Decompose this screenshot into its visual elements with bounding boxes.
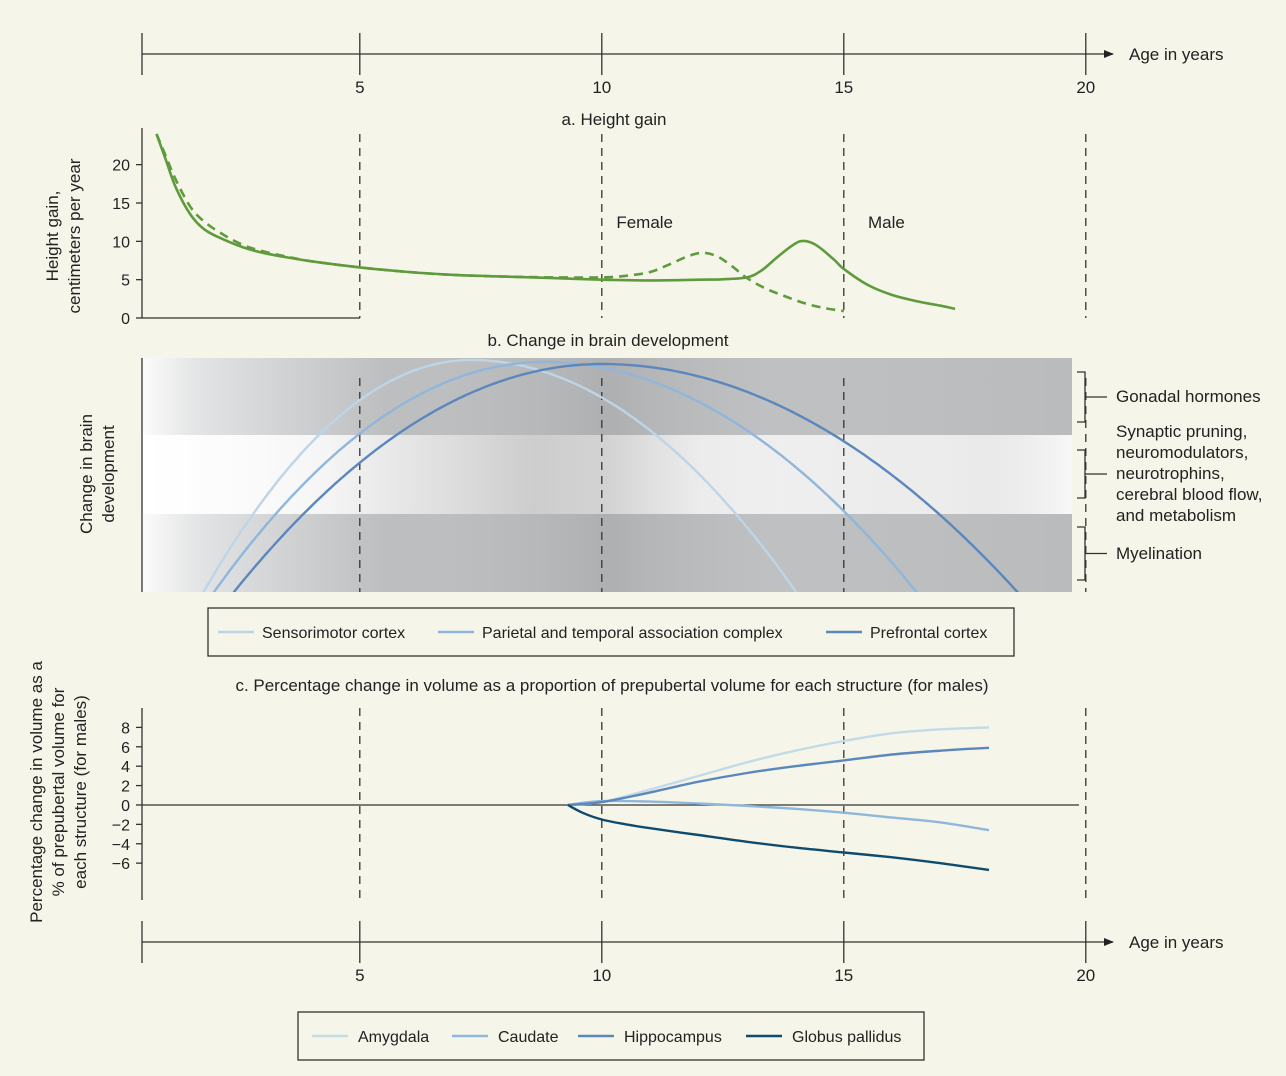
- volume-legend-caudate-label: Caudate: [498, 1029, 559, 1046]
- brain-y-label: Change in brain development: [77, 414, 118, 534]
- volume-curve-globus-pallidus: [568, 805, 989, 870]
- brain-legend-parietal-and-temporal-association-complex-label: Parietal and temporal association comple…: [482, 625, 783, 642]
- height-ytick-label-10: 10: [112, 234, 130, 251]
- brace-synaptic: [1077, 450, 1107, 498]
- top-axis-tick-label-20: 20: [1076, 78, 1095, 97]
- height-ytick-label-15: 15: [112, 196, 130, 213]
- volume-curve-hippocampus: [568, 748, 989, 805]
- bottom-axis-tick-label-20: 20: [1076, 966, 1095, 985]
- brain-development-panel: b. Change in brain development Change in …: [77, 331, 1262, 652]
- band-label-synaptic-pruning: Synaptic pruning, neuromodulators, neurotr…: [1116, 422, 1262, 525]
- top-axis-tick-label-10: 10: [592, 78, 611, 97]
- height-ytick-label-5: 5: [121, 273, 130, 290]
- height-gain-title: a. Height gain: [562, 110, 667, 129]
- female-height-curve: [157, 134, 844, 311]
- top-age-axis: 5 10 15 20 Age in years: [142, 33, 1224, 97]
- male-height-curve: [157, 134, 956, 309]
- height-ytick-label-0: 0: [121, 311, 130, 328]
- brace-gonadal: [1077, 372, 1107, 422]
- brain-title: b. Change in brain development: [488, 331, 729, 350]
- brace-myelination: [1077, 527, 1107, 580]
- top-axis-label: Age in years: [1129, 45, 1224, 64]
- height-gain-panel: a. Height gain 0 5 10 15 20 Height gain, centim…: [43, 110, 1086, 328]
- band-label-gonadal-hormones: Gonadal hormones: [1116, 387, 1261, 406]
- volume-legend-amygdala-label: Amygdala: [358, 1029, 429, 1046]
- volume-ytick-label-0: 0: [121, 798, 130, 815]
- volume-legend: Amygdala Caudate Hippocampus Globus pallidu…: [298, 1012, 924, 1060]
- volume-ytick-label-4: 4: [121, 759, 130, 776]
- height-y-label: Height gain, centimeters per year: [43, 158, 84, 313]
- top-axis-tick-label-15: 15: [834, 78, 853, 97]
- bottom-axis-tick-label-10: 10: [592, 966, 611, 985]
- brain-legend: Sensorimotor cortex Parietal and temporal…: [208, 608, 1014, 656]
- volume-legend-hippocampus-label: Hippocampus: [624, 1029, 722, 1046]
- volume-ytick-label--4: −4: [112, 837, 130, 854]
- volume-ytick-label-2: 2: [121, 779, 130, 796]
- volume-curve-amygdala: [568, 727, 989, 805]
- volume-ytick-label-6: 6: [121, 740, 130, 757]
- brain-mid-shading: [142, 435, 1072, 514]
- volume-change-panel: c. Percentage change in volume as a prop…: [27, 661, 1086, 923]
- bottom-axis-label: Age in years: [1129, 933, 1224, 952]
- brain-legend-prefrontal-cortex-label: Prefrontal cortex: [870, 625, 987, 642]
- bottom-axis-tick-label-15: 15: [834, 966, 853, 985]
- height-annotation-female: Female: [616, 213, 673, 232]
- volume-ytick-label--2: −2: [112, 817, 130, 834]
- volume-title: c. Percentage change in volume as a prop…: [235, 676, 988, 695]
- volume-legend-globus-pallidus-label: Globus pallidus: [792, 1029, 901, 1046]
- top-axis-tick-label-5: 5: [355, 78, 364, 97]
- band-label-myelination: Myelination: [1116, 544, 1202, 563]
- volume-ytick-label-8: 8: [121, 720, 130, 737]
- brain-legend-sensorimotor-cortex-label: Sensorimotor cortex: [262, 625, 405, 642]
- bottom-age-axis: 5 10 15 20 Age in years: [142, 921, 1224, 985]
- height-ytick-label-20: 20: [112, 158, 130, 175]
- volume-ytick-label--6: −6: [112, 856, 130, 873]
- volume-y-label: Percentage change in volume as a% of pre…: [27, 661, 90, 923]
- bottom-axis-tick-label-5: 5: [355, 966, 364, 985]
- height-annotation-male: Male: [868, 213, 905, 232]
